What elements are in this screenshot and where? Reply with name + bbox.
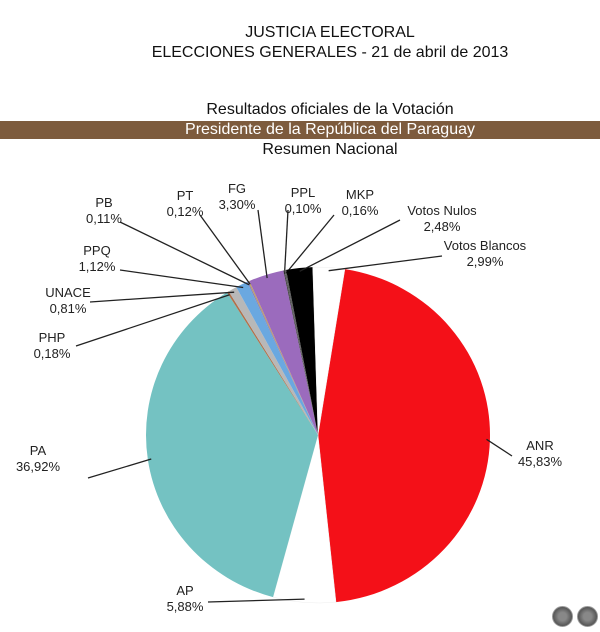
slice-value-pa: 36,92% — [16, 459, 61, 474]
results-heading: Resultados oficiales de la Votación — [206, 101, 454, 118]
pie-slice-unace — [228, 287, 318, 435]
slice-label-fg: FG — [228, 181, 246, 196]
more-icon[interactable] — [577, 606, 598, 627]
leader-line-ppl — [283, 209, 289, 274]
leader-line-votos-nulos — [299, 219, 401, 272]
leader-line-anr — [486, 438, 513, 457]
slice-value-votos-blancos: 2,99% — [467, 254, 504, 269]
slice-value-unace: 0,81% — [50, 301, 87, 316]
slice-value-pb: 0,11% — [86, 211, 122, 226]
slice-value-votos-nulos: 2,48% — [424, 219, 461, 234]
slice-value-fg: 3,30% — [219, 197, 256, 212]
pie-slice-ppq — [236, 281, 318, 435]
leader-line-votos-blancos — [328, 255, 443, 272]
slice-value-anr: 45,83% — [518, 454, 563, 469]
slice-value-ap: 5,88% — [167, 599, 204, 614]
leader-line-ap — [207, 598, 305, 603]
slice-value-ppl: 0,10% — [285, 201, 322, 216]
pie-slice-pa — [145, 292, 318, 598]
leader-line-pa — [87, 458, 152, 479]
slice-value-php: 0,18% — [34, 346, 71, 361]
slice-label-pa: PA — [30, 443, 47, 458]
chart-title: Resumen Nacional — [262, 141, 398, 158]
pie-slice-ppl — [283, 270, 318, 435]
slice-label-mkp: MKP — [346, 187, 374, 202]
slice-label-ap: AP — [176, 583, 193, 598]
leader-line-ppq — [119, 269, 244, 289]
slice-label-php: PHP — [39, 330, 66, 345]
slice-label-unace: UNACE — [45, 285, 91, 300]
leader-line-mkp — [285, 214, 335, 274]
slice-label-pt: PT — [177, 188, 194, 203]
slice-label-ppq: PPQ — [83, 243, 110, 258]
banner-text: Presidente de la República del Paraguay — [185, 121, 475, 138]
header-subtitle: ELECCIONES GENERALES - 21 de abril de 20… — [151, 44, 509, 61]
pie-slice-pt — [248, 280, 318, 435]
pie-slice-php — [227, 291, 318, 435]
slice-value-mkp: 0,16% — [342, 203, 379, 218]
pie-slice-anr — [318, 269, 490, 603]
pie-slice-votos-nulos — [286, 267, 318, 435]
slice-value-ppq: 1,12% — [79, 259, 116, 274]
leader-line-unace — [89, 291, 235, 303]
slice-label-ppl: PPL — [291, 185, 316, 200]
leader-line-pb — [119, 221, 250, 286]
pie-slice-pb — [247, 281, 318, 435]
prev-icon[interactable] — [552, 606, 573, 627]
banner: Presidente de la República del Paraguay — [0, 121, 600, 139]
leader-line-fg — [257, 209, 268, 279]
slice-label-anr: ANR — [526, 438, 553, 453]
pie-slice-fg — [249, 270, 318, 435]
pie-slice-mkp — [284, 269, 318, 435]
pie-slice-ap — [272, 434, 337, 604]
leader-line-pt — [199, 214, 251, 285]
leader-line-php — [75, 294, 230, 347]
slice-value-pt: 0,12% — [167, 204, 204, 219]
slice-label-votos-nulos: Votos Nulos — [407, 203, 477, 218]
slice-label-votos-blancos: Votos Blancos — [444, 238, 527, 253]
slice-label-pb: PB — [95, 195, 112, 210]
header-title: JUSTICIA ELECTORAL — [245, 24, 415, 41]
